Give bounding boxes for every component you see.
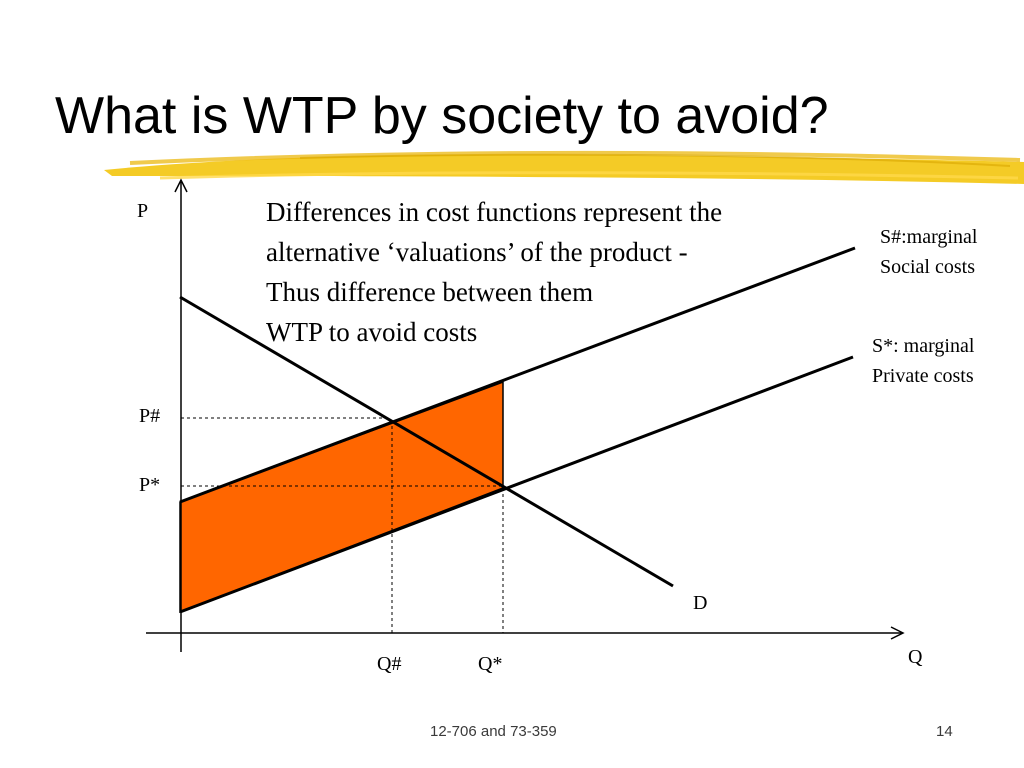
explanation-note: Differences in cost functions represent … (266, 192, 722, 352)
note-line: alternative ‘valuations’ of the product … (266, 237, 688, 267)
x-axis-arrow (890, 626, 905, 640)
demand-curve (179, 295, 674, 588)
private-cost-label: S*: marginal Private costs (872, 331, 974, 391)
footer-course: 12-706 and 73-359 (430, 723, 557, 740)
social-cost-label-line2: Social costs (880, 256, 975, 278)
wtp-area (179, 380, 504, 614)
social-cost-label: S#:marginal Social costs (880, 222, 977, 282)
private-cost-label-line1: S*: marginal (872, 335, 975, 357)
page-number: 14 (936, 723, 953, 740)
note-line: Thus difference between them (266, 277, 594, 307)
q-hash-label: Q# (377, 653, 402, 675)
social-cost-label-line1: S#:marginal (880, 226, 978, 248)
note-line: Differences in cost functions represent … (266, 197, 723, 227)
q-star-label: Q* (478, 653, 503, 675)
p-hash-label: P# (139, 405, 161, 427)
y-axis-label: P (137, 200, 149, 222)
slide-title: What is WTP by society to avoid? (55, 87, 829, 145)
private-cost-label-line2: Private costs (872, 365, 974, 387)
title-underline-brushstroke (104, 150, 1024, 184)
y-axis-arrow (174, 178, 188, 193)
private-cost-curve (179, 355, 854, 614)
demand-label: D (693, 592, 708, 614)
social-cost-curve (179, 246, 856, 504)
p-star-label: P* (139, 474, 161, 496)
x-axis-label: Q (908, 646, 923, 668)
note-line: WTP to avoid costs (266, 317, 478, 347)
